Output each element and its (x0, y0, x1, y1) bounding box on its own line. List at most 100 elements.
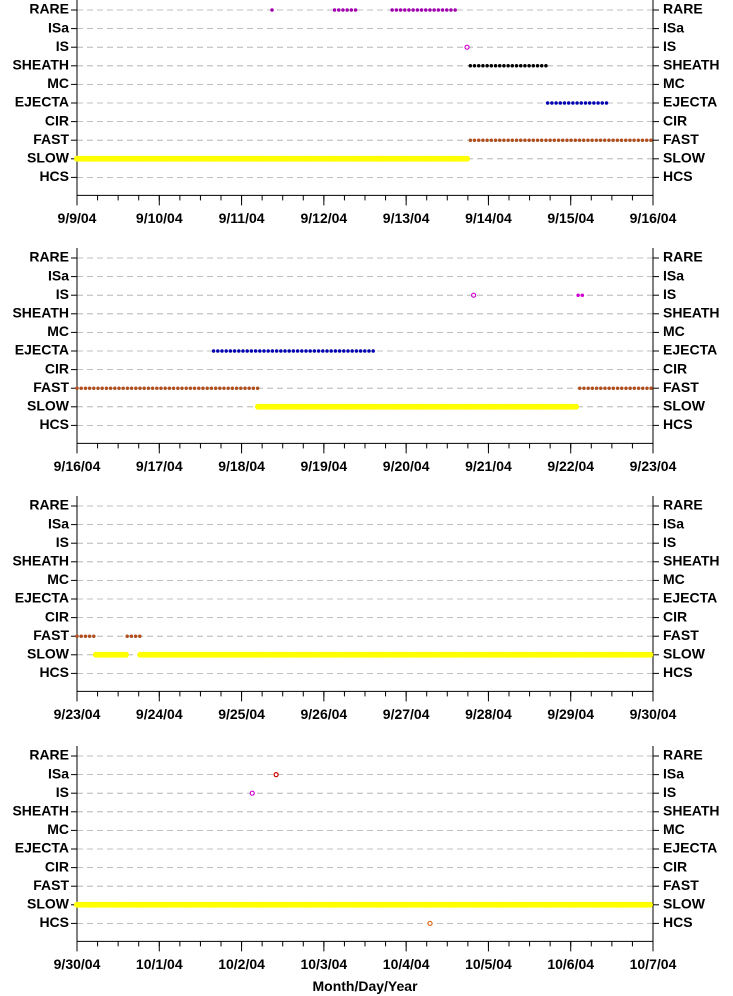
y-tick-label: SLOW (663, 398, 706, 414)
y-tick-label: FAST (663, 379, 699, 395)
x-tick-label: 9/25/04 (218, 706, 265, 722)
y-tick-label: MC (47, 571, 69, 587)
y-tick-label: MC (47, 821, 69, 837)
x-tick-label: 9/26/04 (300, 706, 347, 722)
y-tick-label: EJECTA (663, 342, 717, 358)
y-tick-label: IS (663, 784, 676, 800)
y-tick-label: ISa (48, 267, 69, 283)
y-tick-label: SHEATH (12, 57, 69, 73)
x-tick-label: 9/9/04 (58, 210, 97, 226)
x-tick-label: 9/13/04 (383, 210, 430, 226)
y-tick-label: EJECTA (663, 94, 717, 110)
y-tick-label: FAST (663, 877, 699, 893)
y-tick-label: CIR (45, 360, 69, 376)
y-tick-label: ISa (663, 765, 684, 781)
y-tick-label: MC (663, 571, 685, 587)
y-tick-label: CIR (663, 858, 687, 874)
y-tick-label: HCS (39, 168, 69, 184)
y-tick-label: SHEATH (663, 57, 720, 73)
y-tick-label: EJECTA (663, 840, 717, 856)
y-tick-label: SLOW (27, 646, 70, 662)
x-tick-label: 9/11/04 (219, 210, 265, 226)
y-tick-label: ISa (48, 19, 69, 35)
y-tick-label: RARE (663, 497, 703, 513)
y-tick-label: ISa (48, 515, 69, 531)
y-tick-label: CIR (663, 112, 687, 128)
y-tick-label: IS (663, 38, 676, 54)
x-tick-label: 9/20/04 (383, 458, 430, 474)
y-tick-label: IS (663, 534, 676, 550)
event-point (464, 44, 470, 50)
y-tick-label: RARE (29, 249, 69, 265)
y-tick-label: FAST (33, 627, 69, 643)
x-tick-label: 9/30/04 (630, 706, 677, 722)
y-tick-label: CIR (45, 608, 69, 624)
y-tick-label: EJECTA (15, 342, 69, 358)
y-tick-label: HCS (663, 914, 693, 930)
y-tick-label: FAST (33, 131, 69, 147)
y-tick-label: ISa (663, 515, 684, 531)
x-tick-label: 9/15/04 (547, 210, 594, 226)
x-axis-label: Month/Day/Year (312, 978, 418, 994)
y-tick-label: RARE (663, 1, 703, 17)
y-tick-label: EJECTA (15, 840, 69, 856)
y-tick-label: CIR (663, 360, 687, 376)
x-tick-label: 9/17/04 (136, 458, 183, 474)
y-tick-label: HCS (663, 168, 693, 184)
y-tick-label: ISa (663, 267, 684, 283)
x-tick-label: 9/27/04 (383, 706, 430, 722)
y-tick-label: SHEATH (663, 803, 720, 819)
y-tick-label: RARE (29, 747, 69, 763)
x-tick-label: 9/14/04 (465, 210, 512, 226)
y-tick-label: IS (663, 286, 676, 302)
y-tick-label: EJECTA (15, 94, 69, 110)
y-tick-label: IS (56, 534, 69, 550)
y-tick-label: SHEATH (12, 553, 69, 569)
y-tick-label: FAST (663, 627, 699, 643)
y-tick-label: RARE (663, 249, 703, 265)
y-tick-label: SLOW (663, 896, 706, 912)
y-tick-label: SLOW (27, 398, 70, 414)
x-tick-label: 9/10/04 (136, 210, 183, 226)
y-tick-label: HCS (663, 664, 693, 680)
y-tick-label: SLOW (663, 646, 706, 662)
y-tick-label: FAST (33, 877, 69, 893)
y-tick-label: IS (56, 784, 69, 800)
y-tick-label: SHEATH (12, 305, 69, 321)
x-tick-label: 9/12/04 (300, 210, 347, 226)
event-point (427, 920, 433, 927)
y-tick-label: HCS (663, 416, 693, 432)
x-tick-label: 10/2/04 (218, 956, 265, 972)
x-tick-label: 9/21/04 (465, 458, 512, 474)
event-point (273, 771, 279, 778)
y-tick-label: ISa (48, 765, 69, 781)
x-tick-label: 9/22/04 (547, 458, 594, 474)
x-tick-label: 10/4/04 (383, 956, 430, 972)
x-tick-label: 9/23/04 (630, 458, 677, 474)
y-tick-label: MC (663, 323, 685, 339)
y-tick-label: IS (56, 286, 69, 302)
x-tick-label: 9/28/04 (465, 706, 512, 722)
y-tick-label: RARE (663, 747, 703, 763)
y-tick-label: MC (663, 75, 685, 91)
y-tick-label: MC (47, 323, 69, 339)
y-tick-label: ISa (663, 19, 684, 35)
y-tick-label: HCS (39, 914, 69, 930)
y-tick-label: FAST (33, 379, 69, 395)
y-tick-label: FAST (663, 131, 699, 147)
x-tick-label: 9/16/04 (630, 210, 677, 226)
y-tick-label: SLOW (27, 896, 70, 912)
y-tick-label: CIR (45, 858, 69, 874)
y-tick-label: HCS (39, 664, 69, 680)
y-tick-label: SLOW (27, 150, 70, 166)
x-tick-label: 9/16/04 (54, 458, 101, 474)
y-tick-label: EJECTA (663, 590, 717, 606)
x-tick-label: 9/29/04 (547, 706, 594, 722)
event-point (471, 292, 477, 298)
x-tick-label: 10/7/04 (630, 956, 677, 972)
y-tick-label: CIR (45, 112, 69, 128)
x-tick-label: 9/19/04 (300, 458, 347, 474)
x-tick-label: 9/18/04 (218, 458, 265, 474)
y-tick-label: IS (56, 38, 69, 54)
y-tick-label: RARE (29, 1, 69, 17)
